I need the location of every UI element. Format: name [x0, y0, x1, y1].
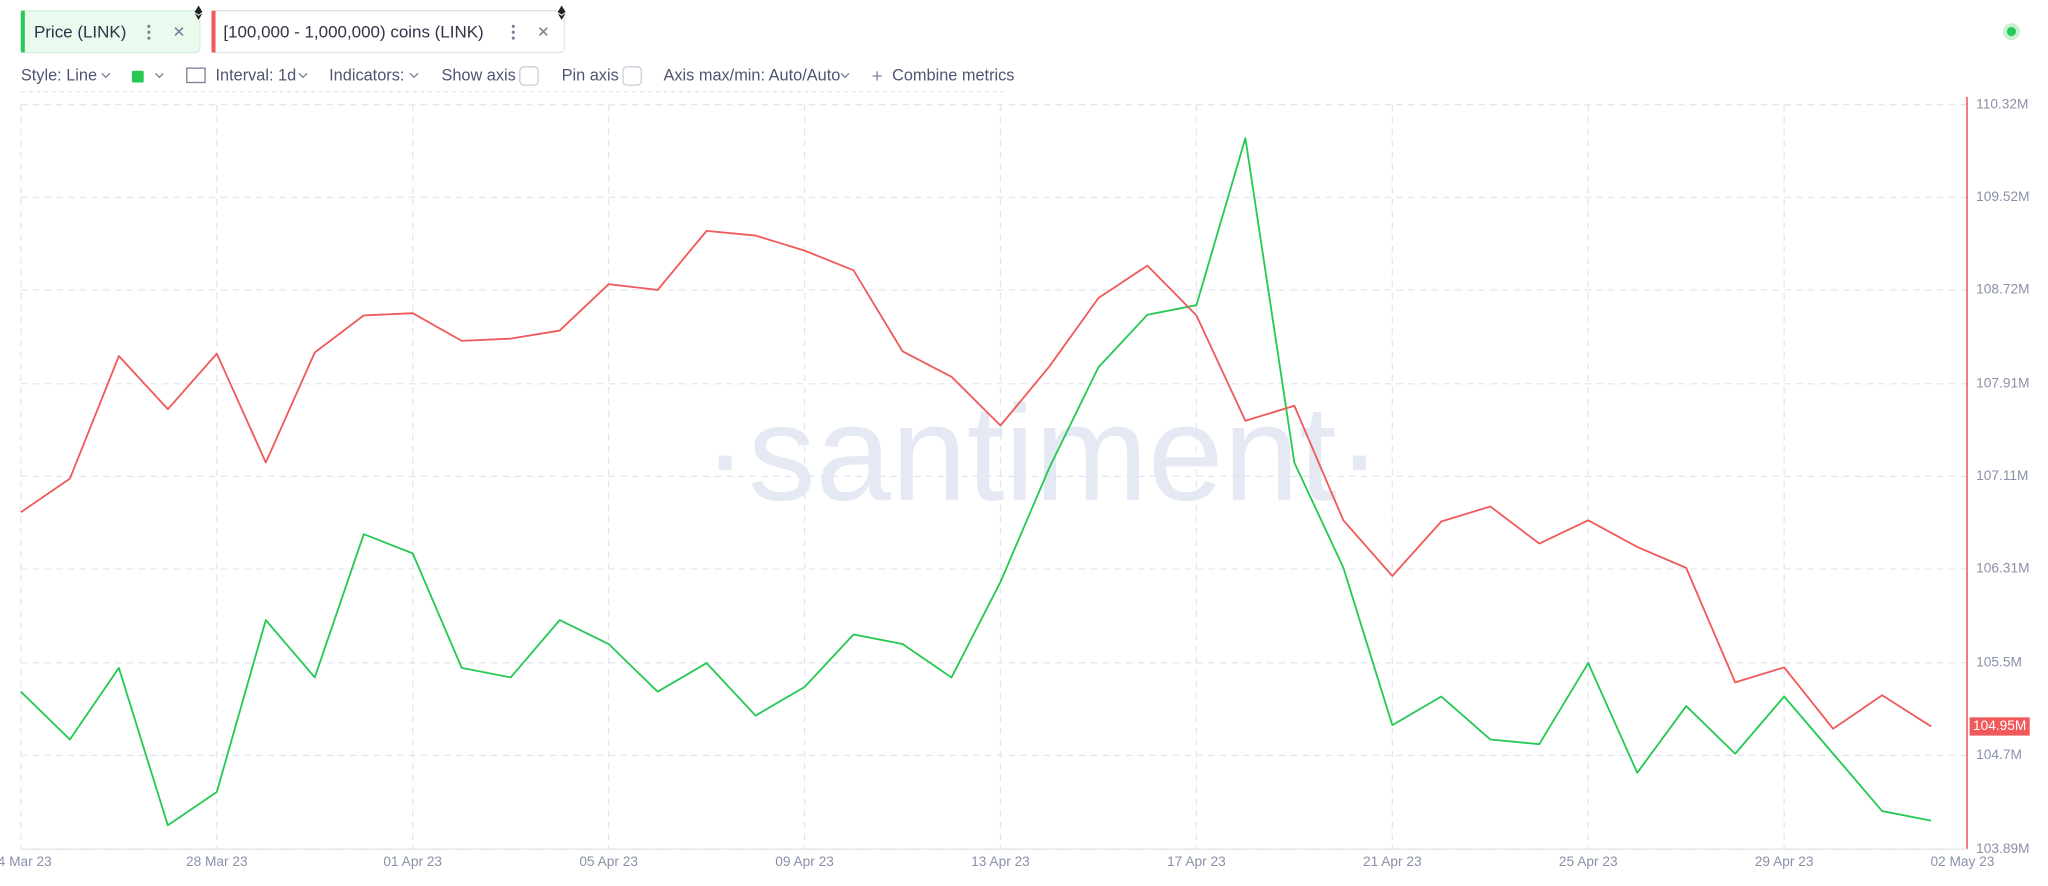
chip-color-bar — [20, 10, 25, 53]
series-line — [20, 137, 1932, 827]
series-line — [20, 229, 1932, 730]
chevron — [409, 72, 419, 79]
x-tick-label: 13 Apr 23 — [971, 854, 1030, 869]
interval-icon — [186, 67, 206, 84]
chain-icon — [557, 5, 566, 20]
chevron — [154, 72, 164, 79]
x-tick-label: 09 Apr 23 — [775, 854, 834, 869]
x-tick-label: 01 Apr 23 — [383, 854, 442, 869]
checkbox[interactable] — [519, 66, 539, 86]
y-tick-label: 110.32M — [1976, 96, 2028, 111]
y-tick-label: 106.31M — [1976, 561, 2029, 576]
chevron — [101, 72, 111, 79]
pin-axis-toggle[interactable]: Pin axis — [562, 66, 619, 84]
combine-metrics[interactable]: Combine metrics — [892, 66, 1014, 84]
x-tick-label: 25 Apr 23 — [1559, 854, 1618, 869]
x-tick-label: 24 Mar 23 — [0, 854, 52, 869]
color-picker[interactable] — [131, 70, 144, 83]
close-icon[interactable] — [538, 27, 548, 37]
y-tick-label: 105.5M — [1976, 654, 2022, 669]
chevron — [298, 72, 308, 79]
style-menu[interactable]: Style: Line — [21, 66, 97, 84]
y-tick-label: 107.91M — [1976, 375, 2029, 390]
y-tick-label: 109.52M — [1976, 189, 2029, 204]
chain-icon — [194, 5, 203, 20]
show-axis-toggle[interactable]: Show axis — [441, 66, 515, 84]
y-tick-label: 104.7M — [1976, 747, 2022, 762]
x-tick-label: 05 Apr 23 — [579, 854, 638, 869]
indicators-menu[interactable]: Indicators: — [329, 66, 404, 84]
chip-color-bar — [211, 10, 216, 53]
x-tick-label: 29 Apr 23 — [1755, 854, 1814, 869]
last-value-label: 104.95M — [1973, 718, 2026, 733]
last-value-badge — [1969, 717, 2030, 736]
plot-area: 24 Mar 23 28 Mar 23 01 Apr 23 05 Apr 23 09 A… — [0, 96, 2030, 869]
watermark: ·santiment· — [703, 377, 1382, 529]
x-tick-label: 28 Mar 23 — [186, 854, 248, 869]
plus-icon — [872, 71, 882, 81]
chevron — [840, 72, 850, 79]
y-tick-label: 108.72M — [1976, 282, 2029, 297]
chip-label[interactable]: Price (LINK) — [34, 22, 126, 41]
x-tick-label: 17 Apr 23 — [1167, 854, 1226, 869]
y-tick-label: 107.11M — [1976, 468, 2028, 483]
chip-label[interactable]: [100,000 - 1,000,000) coins (LINK) — [223, 22, 483, 41]
menu-icon[interactable] — [511, 24, 515, 40]
axis-minmax-menu[interactable]: Axis max/min: Auto/Auto — [664, 66, 841, 84]
checkbox[interactable] — [622, 66, 642, 86]
y-tick-label: 103.89M — [1976, 841, 2029, 856]
menu-icon[interactable] — [147, 24, 151, 40]
status-dot — [2002, 23, 2020, 41]
interval-menu[interactable]: Interval: 1d — [216, 66, 297, 84]
x-tick-label: 21 Apr 23 — [1363, 854, 1422, 869]
x-tick-label: 02 May 23 — [1930, 854, 1994, 869]
close-icon[interactable] — [174, 27, 184, 37]
